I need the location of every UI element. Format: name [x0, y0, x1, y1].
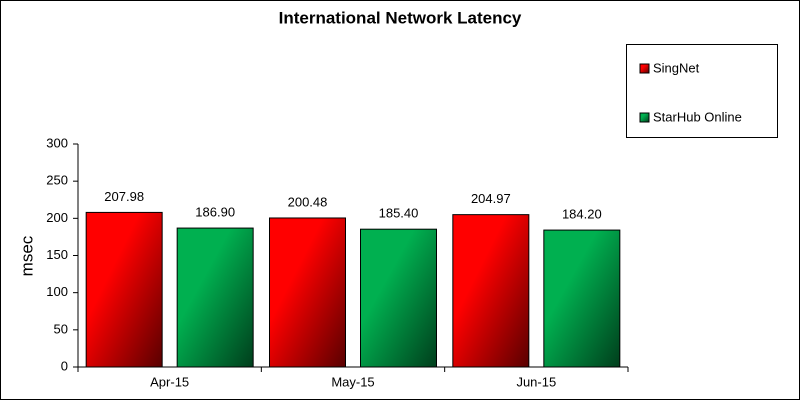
bar	[452, 214, 530, 368]
y-tick-label: 250	[46, 173, 68, 188]
data-label: 184.20	[562, 207, 602, 222]
y-tick-label: 200	[46, 210, 68, 225]
bar	[360, 228, 437, 368]
legend-label: SingNet	[653, 60, 700, 75]
legend-box	[626, 44, 778, 138]
data-label: 186.90	[195, 205, 235, 220]
data-label: 207.98	[104, 189, 144, 204]
x-tick-label: May-15	[331, 374, 374, 389]
y-tick-label: 0	[61, 358, 68, 373]
bar	[269, 217, 346, 368]
data-label: 185.40	[379, 206, 419, 221]
y-tick-label: 50	[54, 321, 68, 336]
bar	[85, 211, 163, 368]
bar	[543, 229, 621, 368]
bar	[176, 227, 254, 368]
x-tick-label: Jun-15	[516, 374, 556, 389]
chart-title: International Network Latency	[279, 8, 522, 27]
y-axis-label: msec	[17, 235, 36, 276]
y-tick-label: 300	[46, 135, 68, 150]
data-label: 204.97	[471, 191, 511, 206]
x-tick-label: Apr-15	[150, 374, 189, 389]
data-label: 200.48	[288, 194, 328, 209]
y-tick-label: 100	[46, 284, 68, 299]
legend-label: StarHub Online	[653, 109, 742, 124]
legend-swatch	[639, 112, 650, 123]
legend-swatch	[639, 63, 650, 74]
y-tick-label: 150	[46, 247, 68, 262]
